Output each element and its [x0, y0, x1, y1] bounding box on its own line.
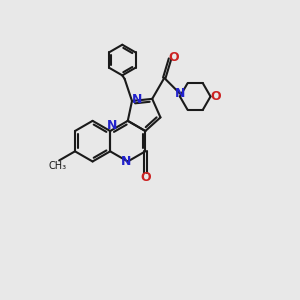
Text: N: N: [175, 87, 185, 100]
Text: O: O: [168, 51, 179, 64]
Text: CH₃: CH₃: [49, 161, 67, 171]
Text: O: O: [140, 171, 151, 184]
Text: N: N: [132, 93, 142, 106]
Text: N: N: [121, 155, 131, 168]
Text: O: O: [211, 90, 221, 103]
Text: N: N: [106, 119, 117, 132]
